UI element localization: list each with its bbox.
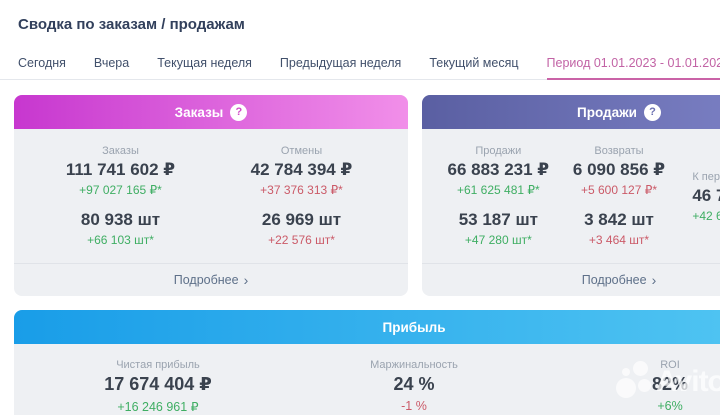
metric-value: 24 %	[393, 374, 435, 394]
sales-card-body: Продажи 66 883 231 ₽ +61 625 481 ₽* 53 1…	[422, 129, 720, 263]
metric-money-delta: +97 027 165 ₽*	[79, 183, 162, 197]
chevron-right-icon: ›	[651, 272, 657, 288]
orders-card: Заказы ? Заказы 111 741 602 ₽ +97 027 16…	[14, 95, 408, 296]
metric-label: Маржинальность	[370, 359, 458, 371]
metric-units-value: 53 187 шт	[458, 210, 538, 229]
metric-label: Чистая прибыль	[116, 359, 200, 371]
metric-label: Продажи	[475, 145, 522, 157]
orders-card-body: Заказы 111 741 602 ₽ +97 027 165 ₽* 80 9…	[14, 129, 408, 263]
metric-money-delta: +42 6	[692, 209, 720, 223]
tab-yesterday[interactable]: Вчера	[93, 56, 130, 70]
orders-card-header: Заказы ?	[14, 95, 408, 129]
metric-money-delta: +61 625 481 ₽*	[456, 183, 540, 197]
metric-column-roi: ROI 82% +6%	[542, 359, 720, 413]
orders-more-link[interactable]: Подробнее ›	[14, 263, 408, 296]
sales-card: Продажи ? Продажи 66 883 231 ₽ +61 625 4…	[422, 95, 720, 296]
metric-label: К переводу	[692, 171, 720, 183]
metric-money-delta: +37 376 313 ₽*	[260, 183, 343, 197]
metric-label: ROI	[660, 359, 680, 371]
metric-money-value: 6 090 856 ₽	[572, 160, 666, 179]
metric-units-delta: +3 464 шт*	[588, 233, 650, 247]
profit-card-body: Чистая прибыль 17 674 404 ₽ +16 246 961 …	[14, 344, 720, 415]
chevron-right-icon: ›	[243, 272, 249, 288]
page-title: Сводка по заказам / продажам	[18, 16, 245, 33]
metric-label: Отмены	[280, 145, 323, 157]
profit-card-title: Прибыль	[382, 319, 446, 335]
tab-today[interactable]: Сегодня	[18, 56, 66, 70]
metric-column-cancellations: Отмены 42 784 394 ₽ +37 376 313 ₽* 26 96…	[211, 145, 392, 247]
tab-current-week[interactable]: Текущая неделя	[157, 56, 252, 70]
summary-cards-row: Заказы ? Заказы 111 741 602 ₽ +97 027 16…	[14, 95, 720, 296]
sales-card-header: Продажи ?	[422, 95, 720, 129]
sales-card-title: Продажи	[577, 104, 637, 120]
metric-money-delta: +5 600 127 ₽*	[580, 183, 657, 197]
metric-money-value: 42 784 394 ₽	[250, 160, 353, 179]
metric-value: 17 674 404 ₽	[104, 374, 212, 394]
metric-column-to-transfer: К переводу 46 7 +42 6	[679, 171, 720, 223]
tab-previous-week[interactable]: Предыдущая неделя	[279, 56, 402, 70]
metric-column-sales: Продажи 66 883 231 ₽ +61 625 481 ₽* 53 1…	[438, 145, 559, 247]
tab-custom-period[interactable]: Период 01.01.2023 - 01.01.2024	[546, 50, 720, 80]
help-icon[interactable]: ?	[643, 103, 661, 121]
metric-units-delta: +66 103 шт*	[87, 233, 154, 247]
more-link-label: Подробнее	[581, 273, 647, 287]
orders-card-title: Заказы	[174, 104, 224, 120]
metric-label: Заказы	[102, 145, 139, 157]
help-icon[interactable]: ?	[230, 103, 248, 121]
metric-units-value: 3 842 шт	[584, 210, 654, 229]
metric-column-net-profit: Чистая прибыль 17 674 404 ₽ +16 246 961 …	[30, 359, 286, 414]
metric-money-value: 46 7	[692, 186, 720, 205]
metric-column-margin: Маржинальность 24 % -1 %	[286, 359, 542, 413]
metric-units-delta: +22 576 шт*	[268, 233, 335, 247]
metric-delta: +16 246 961 ₽	[117, 400, 199, 414]
period-tabs: Сегодня Вчера Текущая неделя Предыдущая …	[0, 50, 720, 80]
metric-delta: -1 %	[401, 399, 427, 413]
metric-units-delta: +47 280 шт*	[464, 233, 532, 247]
metric-value: 82%	[651, 374, 689, 394]
metric-units-value: 26 969 шт	[261, 210, 342, 229]
metric-column-returns: Возвраты 6 090 856 ₽ +5 600 127 ₽* 3 842…	[559, 145, 680, 247]
metric-units-value: 80 938 шт	[80, 210, 161, 229]
tab-current-month[interactable]: Текущий месяц	[429, 56, 519, 70]
metric-label: Возвраты	[594, 145, 644, 157]
metric-delta: +6%	[657, 399, 683, 413]
profit-card: Прибыль Чистая прибыль 17 674 404 ₽ +16 …	[14, 310, 720, 415]
metric-column-orders: Заказы 111 741 602 ₽ +97 027 165 ₽* 80 9…	[30, 145, 211, 247]
sales-more-link[interactable]: Подробнее ›	[422, 263, 720, 296]
metric-money-value: 111 741 602 ₽	[65, 160, 176, 179]
profit-card-header: Прибыль	[14, 310, 720, 344]
metric-money-value: 66 883 231 ₽	[447, 160, 550, 179]
more-link-label: Подробнее	[173, 273, 239, 287]
